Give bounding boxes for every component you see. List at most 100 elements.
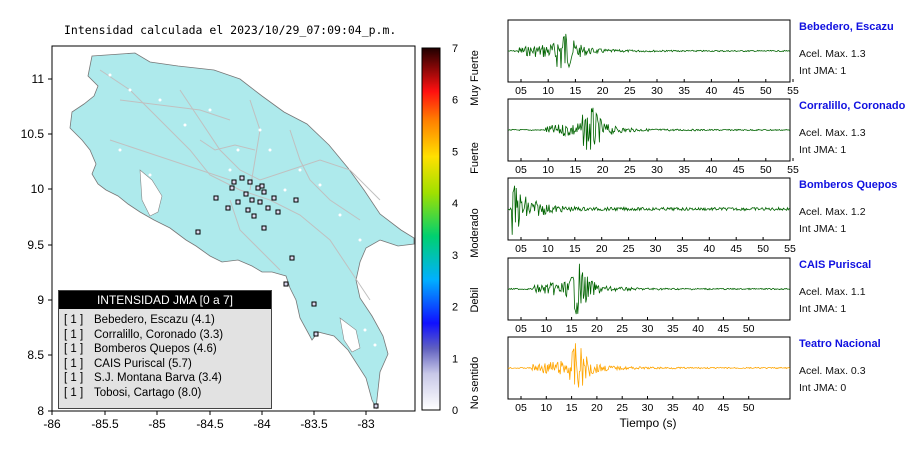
colorbar-tick-label: 1 [452,353,458,365]
waveform-trace [508,33,791,69]
time-tick-label: 35 [667,402,679,414]
time-tick-label: 50 [760,85,772,97]
legend-item-level: [ 1 ] [64,343,84,356]
time-tick-label: 40 [706,164,718,176]
legend-item-level: [ 1 ] [64,386,84,399]
legend-header: INTENSIDAD JMA [0 a 7] [59,291,271,309]
time-tick-label: 10 [542,243,554,255]
colorbar-category-label: No sentido [469,357,481,410]
time-tick-label: 40 [706,85,718,97]
time-tick-label: 20 [597,85,609,97]
map-y-axis: 11 10.5 10 9.5 9 8.5 8 [21,72,52,418]
y-tick-label: 10.5 [21,127,45,141]
time-tick-label: 05 [515,164,527,176]
y-tick-label: 11 [32,72,45,86]
time-tick-label: 05 [515,323,527,335]
y-tick-label: 8 [37,404,44,418]
time-tick-label: 20 [597,164,609,176]
colorbar-tick-label: 4 [452,198,458,210]
y-tick-label: 9 [37,293,44,307]
time-tick-label: 30 [642,402,654,414]
station-name: Corralillo, Coronado [799,100,906,112]
colorbar-tick-label: 7 [452,43,458,55]
colorbar-ticks: 0 1 2 3 4 5 6 7 [452,43,458,417]
station-max-accel: Acel. Max. 0.3 [799,365,866,377]
y-tick-label: 10 [31,182,45,196]
time-tick-label: 25 [616,323,628,335]
time-tick-label: 40 [692,323,704,335]
time-tick-label: 15 [566,323,578,335]
time-tick-label: 50 [743,323,755,335]
country-land [69,52,415,410]
station-max-accel: Acel. Max. 1.3 [799,127,866,139]
colorbar-tick-label: 3 [452,250,458,262]
station-max-accel: Acel. Max. 1.3 [799,48,866,60]
roads [99,69,381,301]
time-tick-label: 40 [703,243,715,255]
legend-item: [ 1 ] S.J. Montana Barva (3.4) [64,371,271,386]
y-tick-label: 8.5 [27,348,44,362]
legend-item-label: Bebedero, Escazu (4.1) [94,314,215,326]
legend-item-label: Corralillo, Coronado (3.3) [94,328,224,341]
time-tick-label: 15 [570,164,582,176]
station-jma-intensity: Int JMA: 1 [799,303,847,315]
time-tick-label: 45 [718,323,730,335]
time-tick-label: 25 [624,85,636,97]
legend-item-level: [ 1 ] [64,328,84,341]
time-tick-label: 20 [591,323,603,335]
time-tick-label: 40 [692,402,704,414]
time-tick-label: 50 [760,164,772,176]
time-tick-label: 30 [650,243,662,255]
legend-item-label: Bomberos Quepos (4.6) [94,343,217,356]
time-tick-label: 25 [616,402,628,414]
time-tick-label: 50 [743,402,755,414]
time-axis-label: Tiempo (s) [620,416,677,430]
time-tick-label: 05 [515,402,527,414]
time-tick-label: 45 [733,85,745,97]
x-tick-label: -85 [148,417,166,431]
time-tick-label: 50 [757,243,769,255]
intensity-colorbar [421,47,441,411]
time-tick-label: 15 [570,85,582,97]
waveform-trace [507,107,791,150]
station-max-accel: Acel. Max. 1.1 [799,286,866,298]
time-tick-label: 45 [733,164,745,176]
legend-item: [ 1 ] Bebedero, Escazu (4.1) [64,313,271,328]
time-tick-label: 30 [651,85,663,97]
time-tick-label: 05 [515,85,527,97]
time-tick-label: 25 [624,164,636,176]
time-tick-label: 45 [730,243,742,255]
station-markers[interactable] [195,175,379,409]
x-tick-label: -85.5 [91,417,119,431]
x-tick-label: -83 [357,417,375,431]
legend-item-level: [ 1 ] [64,314,84,326]
colorbar-tick-label: 5 [452,146,458,158]
time-tick-label: 35 [678,164,690,176]
time-tick-label: 15 [569,243,581,255]
colorbar-tick-label: 2 [452,302,458,314]
time-tick-label: 10 [542,85,554,97]
x-tick-label: -86 [43,417,61,431]
colorbar-tick-label: 0 [452,405,458,417]
station-name: Bomberos Quepos [799,179,898,191]
legend-item-label: CAIS Puriscal (5.7) [94,357,192,370]
time-tick-label: 10 [540,323,552,335]
station-jma-intensity: Int JMA: 0 [799,382,847,394]
colorbar-category-label: Moderado [469,208,481,258]
legend-item: [ 1 ] Bomberos Quepos (4.6) [64,342,271,357]
time-tick-label: 10 [542,164,554,176]
x-tick-label: -83.5 [300,417,328,431]
time-tick-label: 30 [651,164,663,176]
waveform-trace [507,263,790,315]
time-tick-label: 35 [667,323,679,335]
time-tick-label: 55 [787,164,799,176]
legend-item: [ 1 ] Corralillo, Coronado (3.3) [64,328,271,343]
station-max-accel: Acel. Max. 1.2 [799,206,866,218]
station-dots [108,73,377,347]
time-tick-label: 55 [784,243,796,255]
legend-item-level: [ 1 ] [64,357,84,370]
colorbar-category-label: Fuerte [469,142,481,174]
time-tick-label: 30 [642,323,654,335]
station-jma-intensity: Int JMA: 1 [799,144,847,156]
